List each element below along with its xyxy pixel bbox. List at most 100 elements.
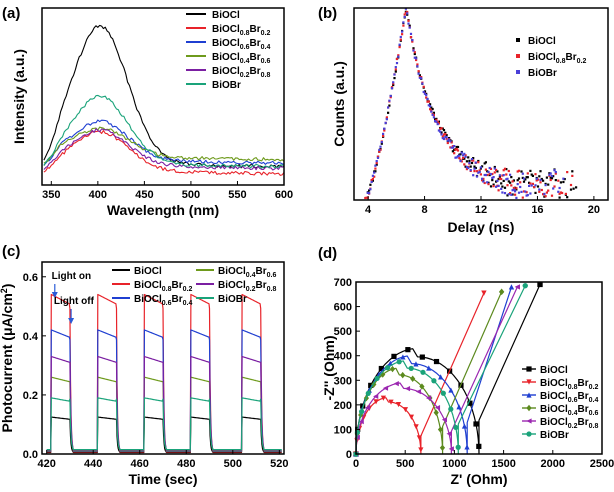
panel-a-xlabel: Wavelength (nm) xyxy=(107,202,219,218)
panel-b-point xyxy=(505,168,508,171)
panel-b-point xyxy=(431,113,434,116)
panel-b-point xyxy=(390,87,394,90)
panel-b-point xyxy=(475,170,479,173)
panel-d-marker xyxy=(461,423,468,429)
panel-b-point xyxy=(369,188,372,191)
panel-b-point xyxy=(525,191,528,194)
panel-b-point xyxy=(553,169,556,172)
panel-b-point xyxy=(465,160,468,163)
panel-d-xtick-label: 1000 xyxy=(442,458,466,470)
panel-b-point xyxy=(505,178,508,181)
panel-b-point xyxy=(510,184,513,187)
panel-b-point xyxy=(444,133,447,136)
panel-b-point xyxy=(554,179,557,182)
panel-b-point xyxy=(516,183,519,186)
panel-b-point xyxy=(514,193,517,196)
panel-b-point xyxy=(491,176,494,180)
panel-a-series-1 xyxy=(43,130,285,176)
panel-b-point xyxy=(557,179,560,182)
panel-d-marker xyxy=(437,426,444,433)
panel-b-point xyxy=(401,30,404,33)
panel-b-point xyxy=(543,195,546,198)
panel-b-point xyxy=(435,120,438,123)
panel-b-point xyxy=(463,157,466,160)
panel-d-marker xyxy=(373,393,379,399)
panel-b-point xyxy=(502,179,505,182)
panel-b-point xyxy=(371,179,374,182)
panel-b-point xyxy=(522,180,526,183)
panel-b-point xyxy=(429,108,432,111)
panel-b-point xyxy=(501,191,504,194)
panel-b-point xyxy=(472,174,475,177)
panel-d-marker xyxy=(365,390,371,396)
panel-b-point xyxy=(484,173,487,177)
panel-b-point xyxy=(547,189,550,192)
panel-b-point xyxy=(549,178,552,182)
panel-a-xtick-label: 400 xyxy=(89,189,107,201)
panel-b-ylabel: Counts (a.u.) xyxy=(331,61,347,147)
panel-b-point xyxy=(549,176,552,179)
panel-d-ytick-label: 300 xyxy=(334,375,352,387)
panel-b-point xyxy=(388,104,391,107)
panel-b-xtick-label: 12 xyxy=(475,204,487,216)
panel-b-point xyxy=(459,159,462,163)
panel-b-point xyxy=(393,77,396,80)
panel-b-point xyxy=(365,196,368,199)
panel-c-ytick-label: 0.6 xyxy=(23,272,38,284)
panel-b-point xyxy=(409,36,413,39)
panel-d-marker xyxy=(526,392,532,398)
panel-c-label: (c) xyxy=(2,243,20,260)
panel-b-point xyxy=(514,190,517,193)
panel-b-point xyxy=(558,192,561,195)
panel-b-point xyxy=(534,191,537,194)
panel-b-point xyxy=(506,194,509,197)
panel-b-point xyxy=(507,169,510,173)
panel-a-ylabel: Intensity (a.u.) xyxy=(11,49,27,144)
panel-b-point xyxy=(416,63,419,66)
panel-b-point xyxy=(482,180,485,183)
panel-c-legend-entry: BiOCl0.8Br0.2 xyxy=(134,280,192,293)
panel-b-point xyxy=(470,158,474,161)
panel-b-point xyxy=(505,173,508,176)
panel-d-marker xyxy=(426,365,432,371)
panel-d-xtick-label: 0 xyxy=(353,458,359,470)
panel-b-point xyxy=(432,111,435,114)
panel-b-point xyxy=(384,121,387,124)
panel-b-point xyxy=(393,73,396,76)
panel-b-point xyxy=(459,158,462,161)
panel-b-point xyxy=(501,174,504,177)
panel-b-point xyxy=(501,185,504,188)
panel-b-point xyxy=(441,137,444,140)
panel-d-ytick-label: 100 xyxy=(334,424,352,436)
panel-a-xtick-label: 550 xyxy=(228,189,246,201)
panel-b-point xyxy=(402,24,405,27)
panel-b-point xyxy=(467,156,470,159)
panel-d-marker xyxy=(453,424,459,431)
panel-b-point xyxy=(463,163,466,166)
panel-d-marker xyxy=(400,354,406,360)
panel-d-xtick-label: 1500 xyxy=(491,458,515,470)
panel-b-point xyxy=(544,195,547,198)
panel-b-point xyxy=(385,118,388,121)
panel-d-legend-entry: BiOCl0.2Br0.8 xyxy=(540,417,598,430)
panel-b-point xyxy=(441,135,444,138)
panel-b-point xyxy=(528,181,531,184)
panel-b-point xyxy=(487,183,490,186)
panel-b-point xyxy=(406,12,409,15)
panel-b-point xyxy=(375,163,378,166)
panel-b-point xyxy=(563,178,566,181)
panel-d-marker xyxy=(364,405,371,411)
panel-d-marker xyxy=(420,369,426,375)
panel-b-point xyxy=(411,40,414,43)
panel-b-point xyxy=(488,166,491,170)
panel-d-marker xyxy=(448,446,454,452)
panel-b-point xyxy=(483,181,486,185)
panel-d-marker xyxy=(361,414,367,420)
panel-b-point xyxy=(376,155,380,158)
panel-b-point xyxy=(479,166,482,169)
panel-b-point xyxy=(425,94,428,97)
panel-c-annotation-light-on: Light on xyxy=(52,271,91,282)
panel-b-point xyxy=(486,181,489,184)
panel-c-xtick-label: 420 xyxy=(37,458,55,470)
panel-b-point xyxy=(453,148,456,152)
